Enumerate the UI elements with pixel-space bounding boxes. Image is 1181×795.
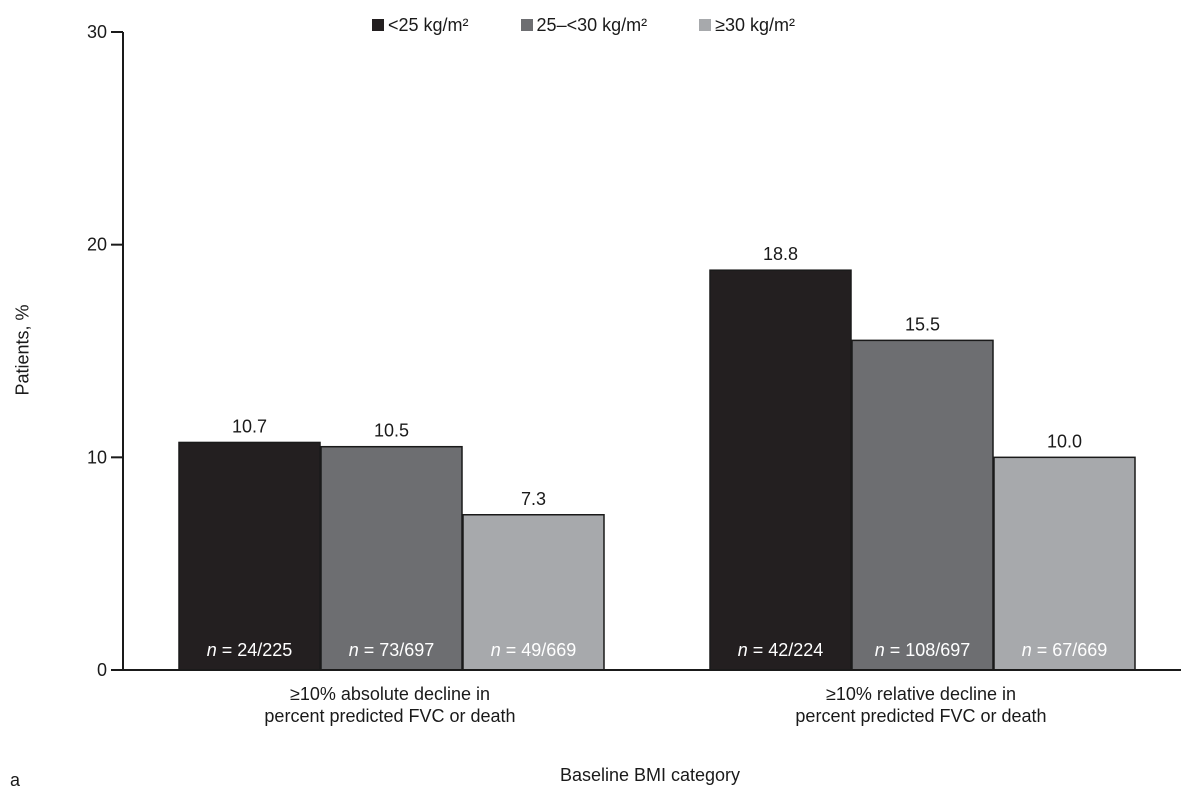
n-symbol: n <box>491 640 501 660</box>
x-category-line: percent predicted FVC or death <box>795 706 1047 726</box>
n-value: = 42/224 <box>748 640 824 660</box>
legend-swatch-25-30 <box>520 19 533 31</box>
bar-value-label: 10.0 <box>1047 431 1082 451</box>
n-value: = 24/225 <box>217 640 293 660</box>
legend-item-under-25: <25 kg/m² <box>372 15 469 36</box>
legend-item-25-30: 25–<30 kg/m² <box>520 14 648 36</box>
bar-n-label: n = 67/669 <box>1022 640 1108 660</box>
bar <box>851 339 994 671</box>
bar-n-label: n = 24/225 <box>207 640 293 660</box>
bar <box>462 514 605 671</box>
bar <box>320 445 463 671</box>
bar-n-label: n = 108/697 <box>875 640 971 660</box>
legend-swatch-30-plus <box>699 19 712 31</box>
x-category-line: ≥10% absolute decline in <box>289 684 490 704</box>
bar-value-label: 10.7 <box>232 416 267 436</box>
legend: <25 kg/m² 25–<30 kg/m² ≥30 kg/m² <box>372 12 847 38</box>
x-category-label-relative: ≥10% relative decline in percent predict… <box>741 683 1101 727</box>
y-tick-label: 20 <box>87 235 107 255</box>
n-symbol: n <box>738 640 748 660</box>
n-symbol: n <box>875 640 885 660</box>
legend-item-30-plus: ≥30 kg/m² <box>699 15 795 36</box>
legend-label-under-25: <25 kg/m² <box>388 14 469 35</box>
x-category-label-absolute: ≥10% absolute decline in percent predict… <box>210 683 570 727</box>
bar-n-label: n = 73/697 <box>349 640 435 660</box>
n-value: = 49/669 <box>501 640 577 660</box>
legend-label-30-plus: ≥30 kg/m² <box>715 14 796 35</box>
bar <box>178 441 321 671</box>
y-tick-label: 30 <box>87 22 107 42</box>
bar-value-label: 15.5 <box>905 314 940 334</box>
n-value: = 67/669 <box>1032 640 1108 660</box>
panel-label: a <box>10 770 21 790</box>
bar-value-label: 7.3 <box>521 489 546 509</box>
bar <box>709 269 852 671</box>
legend-label-25-30: 25–<30 kg/m² <box>536 14 648 35</box>
n-value: = 108/697 <box>885 640 971 660</box>
n-value: = 73/697 <box>359 640 435 660</box>
bar-value-label: 18.8 <box>763 244 798 264</box>
n-symbol: n <box>1022 640 1032 660</box>
n-symbol: n <box>349 640 359 660</box>
n-symbol: n <box>207 640 217 660</box>
bar-n-label: n = 42/224 <box>738 640 824 660</box>
bar <box>993 456 1136 671</box>
bar-value-label: 10.5 <box>374 421 409 441</box>
y-tick-label: 0 <box>97 660 107 680</box>
x-category-line: percent predicted FVC or death <box>264 706 516 726</box>
x-category-line: ≥10% relative decline in <box>826 684 1016 704</box>
x-axis-title: Baseline BMI category <box>559 765 741 785</box>
bar-n-label: n = 49/669 <box>491 640 577 660</box>
y-axis-title: Patients, % <box>12 304 33 396</box>
y-tick-label: 10 <box>87 447 107 467</box>
legend-swatch-under-25 <box>372 19 384 31</box>
